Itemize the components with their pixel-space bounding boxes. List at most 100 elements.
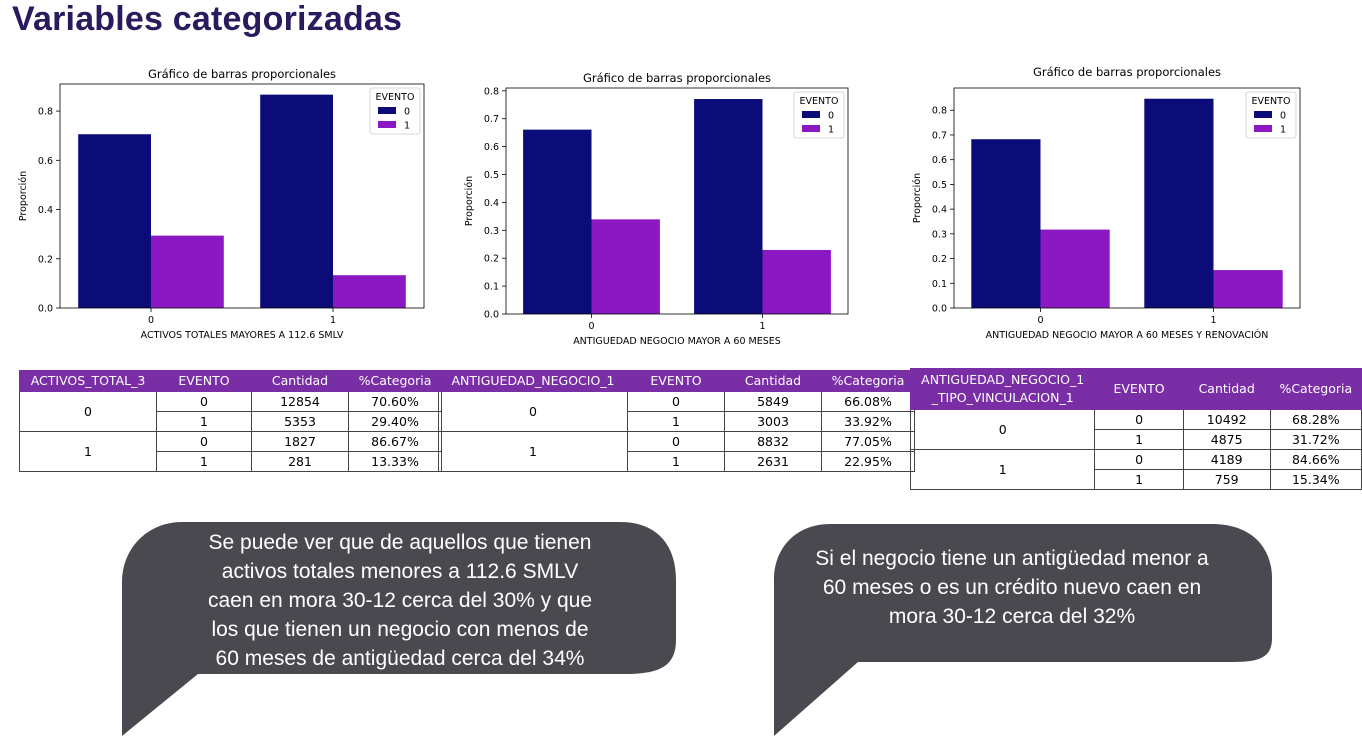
y-tick-label: 0.6 [484,142,499,153]
legend-swatch [802,111,820,118]
table-cell: 5353 [251,411,349,432]
table-cell: 86.67% [348,431,442,452]
column-header: %Categoria [1269,368,1362,410]
x-axis-label: ANTIGUEDAD NEGOCIO MAYOR A 60 MESES [573,336,781,347]
table-cell: 0 [156,431,252,452]
stats-table-activos: ACTIVOS_TOTAL_3 EVENTO Cantidad %Categoria 0… [19,370,442,472]
x-tick-label: 0 [588,321,594,332]
group-cell: 0 [19,391,157,432]
column-header: ANTIGUEDAD_NEGOCIO_1 _TIPO_VINCULACION_1 [909,368,1096,410]
bar-event-0-cat-1 [694,99,763,314]
table-cell: 4875 [1182,429,1271,450]
legend-label: 0 [404,107,410,118]
table-cell: 1 [1094,469,1184,490]
table-cell: 33.92% [821,411,915,432]
table-cell: 8832 [724,431,822,452]
bar-chart-antiguedad-renovacion: Gráfico de barras proporcionales 0.0 0.1 0.… [908,62,1328,352]
column-header: Cantidad [1182,368,1271,410]
chart-legend: EVENTO 0 1 [369,87,421,135]
table-cell: 12854 [251,391,349,412]
table-row: 0 0 10492 68.28% [909,409,1362,450]
chart-title: Gráfico de barras proporcionales [1033,65,1221,79]
table-row: 0 0 12854 70.60% [19,391,442,432]
table-cell: 1 [1094,429,1184,450]
legend-label: 0 [1280,111,1286,122]
y-tick-label: 0.2 [38,254,53,265]
speech-bubble-shape [774,524,1272,736]
plot-frame [59,83,425,309]
x-tick-label: 0 [1037,315,1043,326]
table-cell: 15.34% [1269,469,1362,490]
table-cell: 77.05% [821,431,915,452]
y-tick-label: 0.0 [484,310,499,321]
bar-event-1-cat-1 [333,275,406,308]
bar-event-1-cat-0 [151,235,224,308]
table-cell: 31.72% [1269,429,1362,450]
y-tick-label: 0.2 [484,254,499,265]
bar-event-0-cat-0 [523,129,592,314]
legend-swatch [378,121,396,128]
slide-title: Variables categorizadas [12,0,403,38]
bar-chart-activos: Gráfico de barras proporcionales 0.0 0.2 0.… [14,64,425,352]
plot-frame [505,87,849,315]
table-cell: 66.08% [821,391,915,412]
bubble-line: caen en mora 30-12 cerca del 30% y que [207,589,593,612]
table-cell: 4189 [1182,449,1271,470]
bar-event-1-cat-1 [762,249,831,314]
group-cell: 1 [19,431,157,472]
table-cell: 84.66% [1269,449,1362,470]
group-cell: 0 [438,391,628,432]
x-axis-label: ACTIVOS TOTALES MAYORES A 112.6 SMLV [141,330,344,341]
legend-title: EVENTO [376,92,415,103]
column-header: Cantidad [724,370,822,392]
table-cell: 3003 [724,411,822,432]
table-cell: 0 [1094,409,1184,430]
y-tick-label: 0.0 [932,304,947,315]
bubble-line: los que tienen un negocio con menos de [211,618,589,641]
table-cell: 1 [627,451,725,472]
y-tick-label: 0.7 [932,130,947,141]
table-cell: 0 [627,431,725,452]
y-axis-label: Proporción [912,173,923,223]
y-axis-label: Proporción [464,176,475,226]
table-cell: 13.33% [348,451,442,472]
x-tick-label: 1 [330,315,336,326]
x-tick-label: 1 [1210,315,1216,326]
x-axis-label: ANTIGUEDAD NEGOCIO MAYOR A 60 MESES Y RE… [986,329,1269,341]
y-tick-label: 0.1 [484,282,499,293]
y-tick-label: 0.6 [932,155,947,166]
y-tick-label: 0.7 [484,114,499,125]
insight-text-2: Si el negocio tiene un antigüedad menor … [792,544,1232,631]
table-row: 1 4875 31.72% [911,429,1362,450]
bar-event-0-cat-0 [971,139,1041,308]
bubble-line: Si el negocio tiene un antigüedad menor … [815,547,1209,570]
x-tick-label: 1 [759,321,765,332]
chart-legend: EVENTO 0 1 [1245,91,1297,139]
table-row: 0 0 5849 66.08% [438,391,915,432]
legend-title: EVENTO [1252,96,1291,107]
chart-title: Gráfico de barras proporcionales [583,71,771,85]
y-tick-label: 0.4 [484,198,499,209]
column-header: ACTIVOS_TOTAL_3 [19,370,157,392]
legend-label: 1 [1280,125,1286,136]
insight-text-1: Se puede ver que de aquellos que tienen a… [180,528,620,673]
stats-table-antiguedad: ANTIGUEDAD_NEGOCIO_1 EVENTO Cantidad %Categ… [438,370,915,472]
legend-swatch [378,107,396,114]
insight-bubble-2: Si el negocio tiene un antigüedad menor … [772,520,1278,736]
speech-bubble-shape [122,522,676,736]
legend-title: EVENTO [800,96,839,107]
y-axis-label: Proporción [18,171,29,221]
table-row: 1 0 8832 77.05% [438,431,915,472]
table-cell: 1 [156,411,252,432]
table-cell: 1 [156,451,252,472]
table-row: 1 2631 22.95% [439,451,915,472]
table-row: 1 0 1827 86.67% [19,431,442,472]
table-cell: 70.60% [348,391,442,412]
stats-table-antiguedad-vinculacion: ANTIGUEDAD_NEGOCIO_1 _TIPO_VINCULACION_1 E… [909,368,1362,490]
y-tick-label: 0.5 [932,180,947,191]
table-cell: 2631 [724,451,822,472]
group-cell: 1 [909,449,1096,490]
x-tick-label: 0 [148,315,154,326]
bar-event-1-cat-1 [1213,270,1283,308]
table-row: 1 281 13.33% [20,451,442,472]
